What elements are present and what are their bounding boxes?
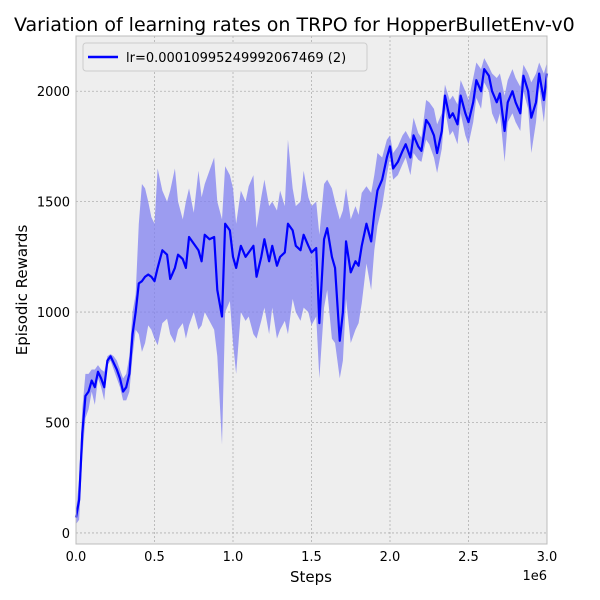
series-line <box>74 68 549 518</box>
plot-frame <box>75 35 548 545</box>
x-tick-label: 2.0 <box>380 550 401 565</box>
legend-box <box>82 42 368 72</box>
x-tick-label: 0.0 <box>66 550 87 565</box>
x-tick-label: 0.5 <box>144 550 165 565</box>
x-tick-label: 3.0 <box>537 550 558 565</box>
y-tick-label: 0 <box>62 527 70 542</box>
series-line-layer <box>74 68 549 518</box>
x-tick-label: 1.0 <box>223 550 244 565</box>
chart-title: Variation of learning rates on TRPO for … <box>14 14 575 36</box>
y-axis-label: Episodic Rewards <box>13 225 31 356</box>
x-axis-multiplier: 1e6 <box>522 569 547 584</box>
legend-label: lr=0.00010995249992067469 (2) <box>126 51 346 66</box>
confidence-band <box>76 58 547 525</box>
x-tick-label: 1.5 <box>301 550 322 565</box>
y-tick-label: 1000 <box>37 306 70 321</box>
x-axis-label: Steps <box>290 568 332 586</box>
x-ticks: 0.0 0.5 1.0 1.5 2.0 2.5 3.0 <box>66 550 558 565</box>
y-ticks: 0 500 1000 1500 2000 <box>37 85 70 542</box>
y-tick-label: 2000 <box>37 85 70 100</box>
y-tick-label: 1500 <box>37 196 70 211</box>
x-tick-label: 2.5 <box>458 550 479 565</box>
confidence-band-layer <box>76 58 547 525</box>
y-tick-label: 500 <box>45 417 70 432</box>
legend: lr=0.00010995249992067469 (2) <box>82 42 368 72</box>
